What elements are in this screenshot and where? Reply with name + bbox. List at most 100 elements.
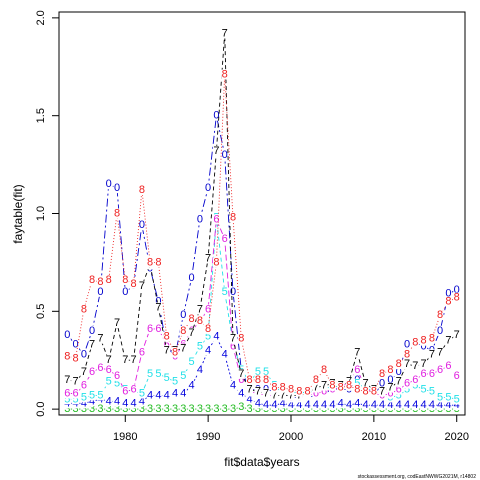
point-knockout <box>105 376 113 387</box>
point-knockout <box>295 400 303 411</box>
point-knockout <box>196 304 204 315</box>
data-point-4: 4 <box>354 397 360 409</box>
data-point-6: 6 <box>230 341 236 353</box>
data-point-4: 4 <box>197 364 203 376</box>
data-point-4: 4 <box>172 388 178 400</box>
point-knockout <box>179 343 187 354</box>
point-knockout <box>221 404 229 415</box>
point-knockout <box>395 384 403 395</box>
point-knockout <box>378 368 386 379</box>
data-point-3: 3 <box>81 403 87 415</box>
data-point-8: 8 <box>180 325 186 337</box>
point-knockout <box>163 372 171 383</box>
point-knockout <box>337 398 345 409</box>
data-point-4: 4 <box>222 348 228 360</box>
point-knockout <box>395 400 403 411</box>
data-point-4: 4 <box>379 399 385 411</box>
data-point-7: 7 <box>363 378 369 390</box>
data-point-7: 7 <box>313 382 319 394</box>
data-point-0: 0 <box>189 272 195 284</box>
data-point-8: 8 <box>230 211 236 223</box>
point-knockout <box>212 331 220 342</box>
x-tick-label: 1990 <box>196 431 220 443</box>
data-point-4: 4 <box>155 389 161 401</box>
data-point-0: 0 <box>122 286 128 298</box>
point-knockout <box>138 220 146 231</box>
data-point-6: 6 <box>205 303 211 315</box>
footnote: stockassessment.org, codEastNWWG2021M, r… <box>358 474 477 480</box>
data-point-3: 3 <box>197 403 203 415</box>
data-point-6: 6 <box>354 364 360 376</box>
point-knockout <box>121 398 129 409</box>
data-point-4: 4 <box>371 399 377 411</box>
data-point-6: 6 <box>139 346 145 358</box>
point-knockout <box>188 327 196 338</box>
data-point-7: 7 <box>106 354 112 366</box>
data-point-8: 8 <box>371 386 377 398</box>
point-knockout <box>96 286 104 297</box>
point-knockout <box>287 384 295 395</box>
point-knockout <box>403 384 411 395</box>
point-knockout <box>179 370 187 381</box>
point-knockout <box>105 396 113 407</box>
point-knockout <box>378 378 386 389</box>
point-knockout <box>179 325 187 336</box>
point-knockout <box>88 325 96 336</box>
data-point-8: 8 <box>114 208 120 220</box>
point-knockout <box>395 359 403 370</box>
data-point-3: 3 <box>122 403 128 415</box>
point-knockout <box>411 337 419 348</box>
point-knockout <box>188 273 196 284</box>
data-point-7: 7 <box>354 346 360 358</box>
data-point-0: 0 <box>396 366 402 378</box>
point-knockout <box>188 357 196 368</box>
point-knockout <box>188 380 196 391</box>
data-point-8: 8 <box>396 358 402 370</box>
data-point-8: 8 <box>379 368 385 380</box>
data-point-4: 4 <box>205 344 211 356</box>
y-tick-label: 0.5 <box>35 304 47 319</box>
point-knockout <box>420 335 428 346</box>
point-knockout <box>171 376 179 387</box>
point-knockout <box>295 386 303 397</box>
y-tick-label: 1.0 <box>35 206 47 221</box>
data-point-8: 8 <box>97 276 103 288</box>
data-point-5: 5 <box>64 393 70 405</box>
data-point-8: 8 <box>238 333 244 345</box>
point-knockout <box>420 368 428 379</box>
data-point-4: 4 <box>180 388 186 400</box>
data-point-3: 3 <box>205 403 211 415</box>
point-knockout <box>312 400 320 411</box>
point-knockout <box>420 341 428 352</box>
point-knockout <box>279 390 287 401</box>
point-knockout <box>312 374 320 385</box>
data-point-6: 6 <box>131 384 137 396</box>
data-point-6: 6 <box>387 388 393 400</box>
data-point-5: 5 <box>412 380 418 392</box>
data-point-0: 0 <box>114 182 120 194</box>
point-knockout <box>88 390 96 401</box>
axis-layer: 1980 1990 2000 2010 2020 0.0 0.5 1.0 1.5 2.0 <box>35 10 469 443</box>
data-point-4: 4 <box>387 399 393 411</box>
series-layer: 0000000000000000000000000000000000000000… <box>63 28 461 415</box>
data-point-4: 4 <box>189 380 195 392</box>
data-point-3: 3 <box>255 403 261 415</box>
data-point-8: 8 <box>387 364 393 376</box>
data-point-0: 0 <box>139 219 145 231</box>
point-knockout <box>88 396 96 407</box>
point-knockout <box>229 212 237 223</box>
data-point-5: 5 <box>89 389 95 401</box>
data-point-6: 6 <box>404 378 410 390</box>
data-point-8: 8 <box>305 386 311 398</box>
data-point-5: 5 <box>396 389 402 401</box>
point-knockout <box>105 365 113 375</box>
point-knockout <box>287 390 295 401</box>
point-knockout <box>386 365 394 375</box>
data-point-0: 0 <box>205 182 211 194</box>
data-point-4: 4 <box>363 399 369 411</box>
data-point-4: 4 <box>338 397 344 409</box>
data-point-7: 7 <box>189 327 195 339</box>
point-knockout <box>262 388 270 399</box>
data-point-0: 0 <box>445 288 451 300</box>
